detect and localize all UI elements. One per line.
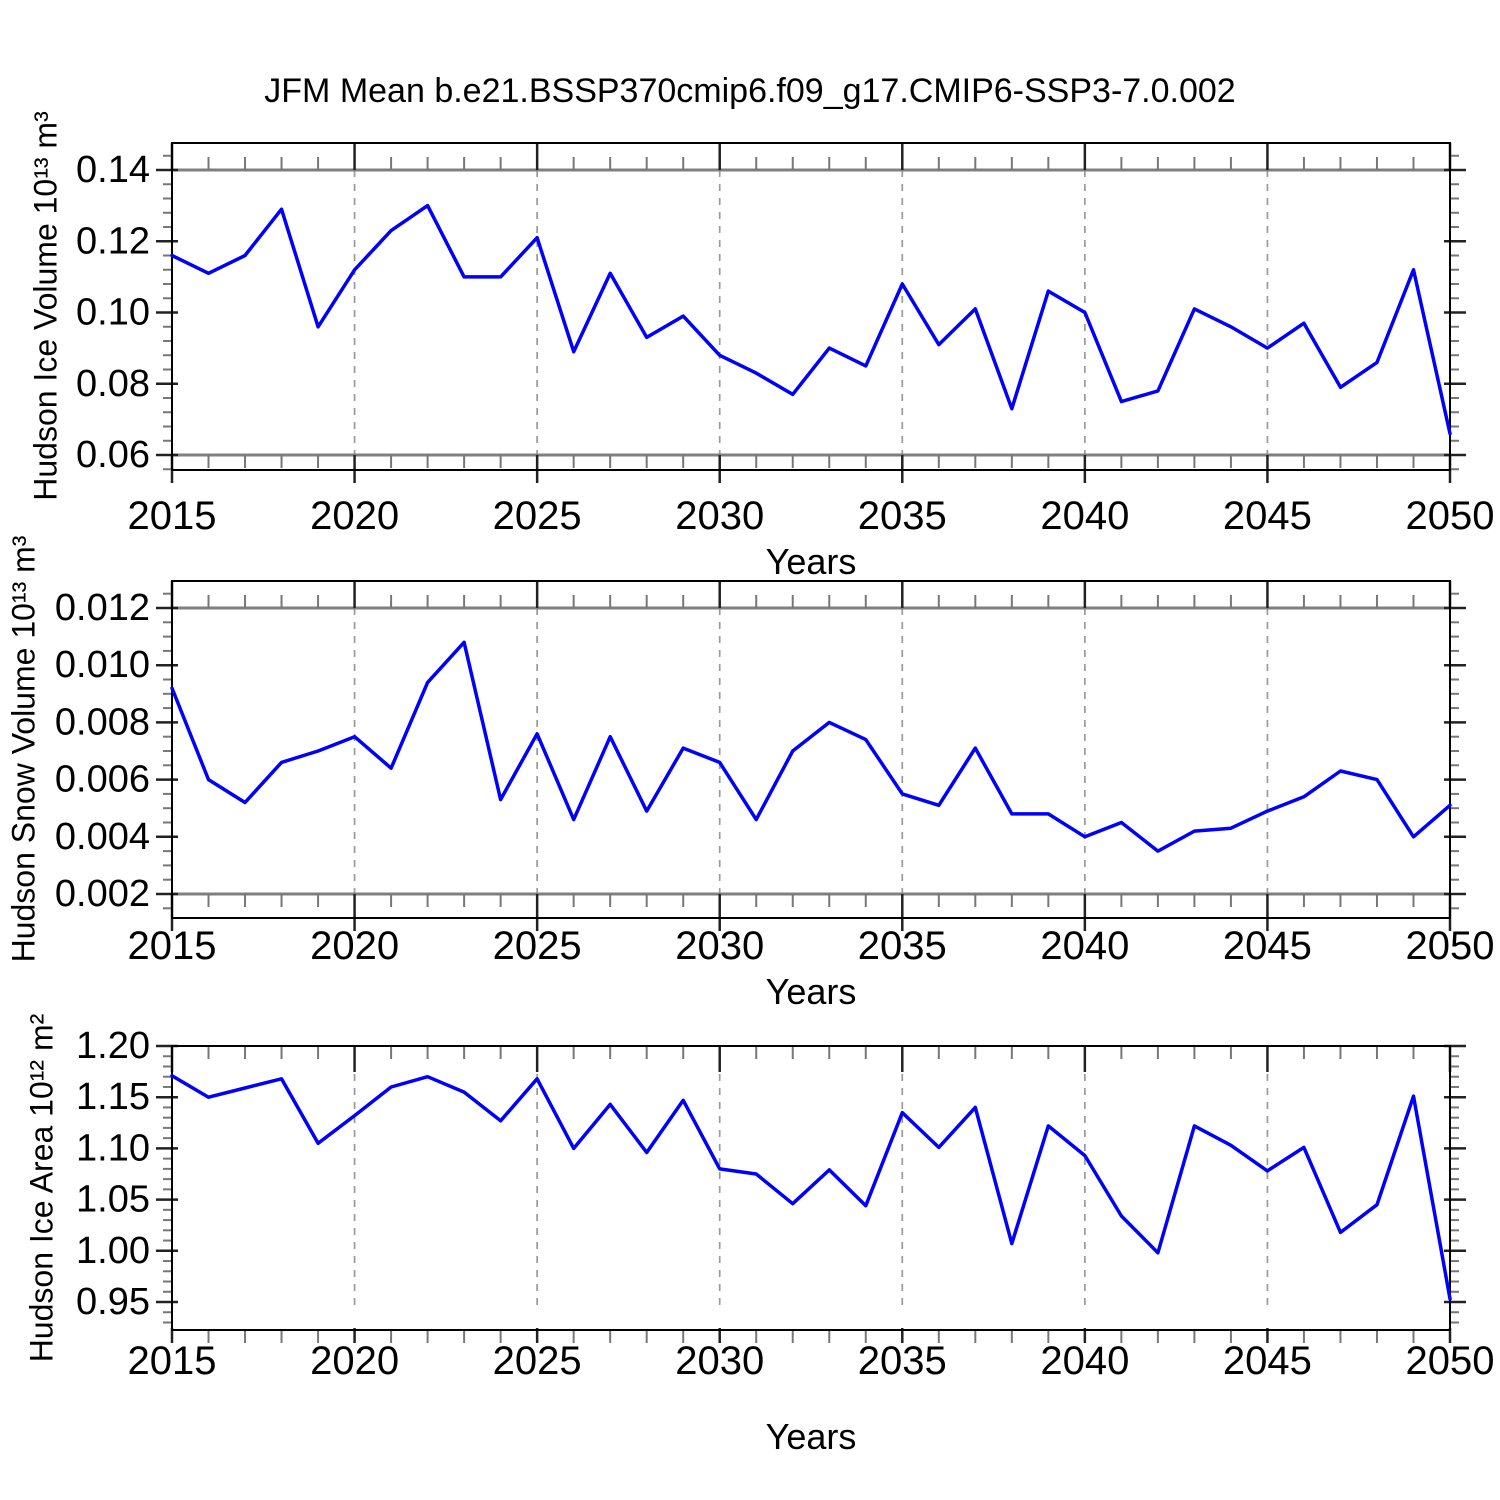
panel3-x-tick-label: 2030: [675, 1339, 764, 1383]
panel1-y-tick-label: 0.14: [76, 149, 150, 191]
panel1-y-tick-label: 0.08: [76, 363, 150, 405]
panel3-frame: [171, 1045, 1451, 1331]
panel1-x-tick-label: 2050: [1406, 494, 1495, 538]
panel3-y-tick-label: 1.15: [76, 1076, 150, 1118]
panel1-y-tick-label: 0.12: [76, 220, 150, 262]
y-axis-title-ice-volume: Hudson Ice Volume 10¹³ m³: [27, 111, 64, 501]
panel1-frame: [171, 142, 1451, 471]
panel1-x-tick-label: 2020: [310, 494, 399, 538]
x-axis-title-top: Years: [765, 541, 857, 582]
panel2-y-tick-label: 0.006: [55, 759, 150, 801]
panel2-x-tick-label: 2035: [858, 924, 947, 968]
panel1-x-tick-label: 2040: [1040, 494, 1129, 538]
panel1-x-tick-label: 2045: [1223, 494, 1312, 538]
panel3-x-tick-label: 2050: [1406, 1339, 1495, 1383]
panel2-x-tick-label: 2050: [1406, 924, 1495, 968]
panel3-x-tick-label: 2045: [1223, 1339, 1312, 1383]
panel2-frame: [171, 580, 1451, 919]
panel1-x-tick-label: 2030: [675, 494, 764, 538]
panel3-y-tick-label: 1.05: [76, 1179, 150, 1221]
y-axis-title-snow-volume: Hudson Snow Volume 10¹³ m³: [5, 535, 42, 963]
panel2-x-tick-label: 2030: [675, 924, 764, 968]
panel3-x-tick-label: 2040: [1040, 1339, 1129, 1383]
panel1-x-tick-label: 2035: [858, 494, 947, 538]
panel3-x-tick-label: 2025: [493, 1339, 582, 1383]
panel3-y-tick-label: 1.20: [76, 1025, 150, 1067]
panel2-x-tick-label: 2025: [493, 924, 582, 968]
panel2-data-line: [170, 640, 1452, 853]
panel1-data-line: [170, 203, 1452, 436]
panel2-y-tick-label: 0.012: [55, 587, 150, 629]
panel1-x-tick-label: 2025: [493, 494, 582, 538]
panel3-y-tick-label: 1.10: [76, 1127, 150, 1169]
panel2-y-tick-label: 0.004: [55, 816, 150, 858]
panel3-y-tick-label: 1.00: [76, 1230, 150, 1272]
panel2-x-tick-label: 2015: [128, 924, 217, 968]
panel3-x-tick-label: 2035: [858, 1339, 947, 1383]
panel2-x-tick-label: 2040: [1040, 924, 1129, 968]
panel1-x-tick-label: 2015: [128, 494, 217, 538]
panel1-y-tick-label: 0.06: [76, 434, 150, 476]
panel2-y-tick-label: 0.008: [55, 701, 150, 743]
panel3-x-tick-label: 2020: [310, 1339, 399, 1383]
panel1-y-tick-label: 0.10: [76, 292, 150, 334]
panel3-data-line: [170, 1073, 1452, 1301]
y-axis-title-ice-area: Hudson Ice Area 10¹² m²: [23, 1013, 60, 1363]
chart-title: JFM Mean b.e21.BSSP370cmip6.f09_g17.CMIP…: [264, 72, 1236, 110]
x-axis-title-middle: Years: [765, 971, 857, 1012]
panel3-x-tick-label: 2015: [128, 1339, 217, 1383]
panel2-x-tick-label: 2020: [310, 924, 399, 968]
panel2-y-tick-label: 0.002: [55, 873, 150, 915]
panel2-x-tick-label: 2045: [1223, 924, 1312, 968]
x-axis-title-bottom: Years: [765, 1416, 857, 1457]
panel3-y-tick-label: 0.95: [76, 1281, 150, 1323]
panel2-y-tick-label: 0.010: [55, 644, 150, 686]
